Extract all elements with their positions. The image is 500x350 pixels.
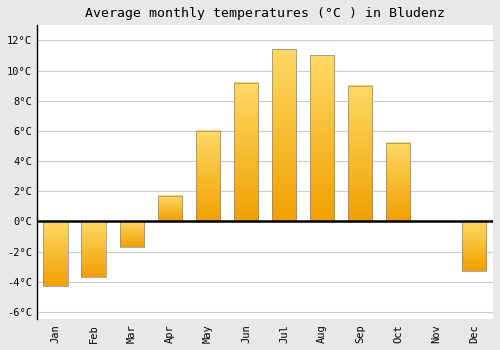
Bar — [310, 55, 334, 222]
Bar — [462, 222, 486, 271]
Title: Average monthly temperatures (°C ) in Bludenz: Average monthly temperatures (°C ) in Bl… — [85, 7, 445, 20]
Bar — [386, 143, 410, 222]
Bar — [158, 196, 182, 222]
Bar — [82, 222, 106, 277]
Bar — [234, 83, 258, 222]
Bar — [348, 86, 372, 222]
Bar — [120, 222, 144, 247]
Bar — [272, 49, 296, 222]
Bar — [44, 222, 68, 286]
Bar — [196, 131, 220, 222]
